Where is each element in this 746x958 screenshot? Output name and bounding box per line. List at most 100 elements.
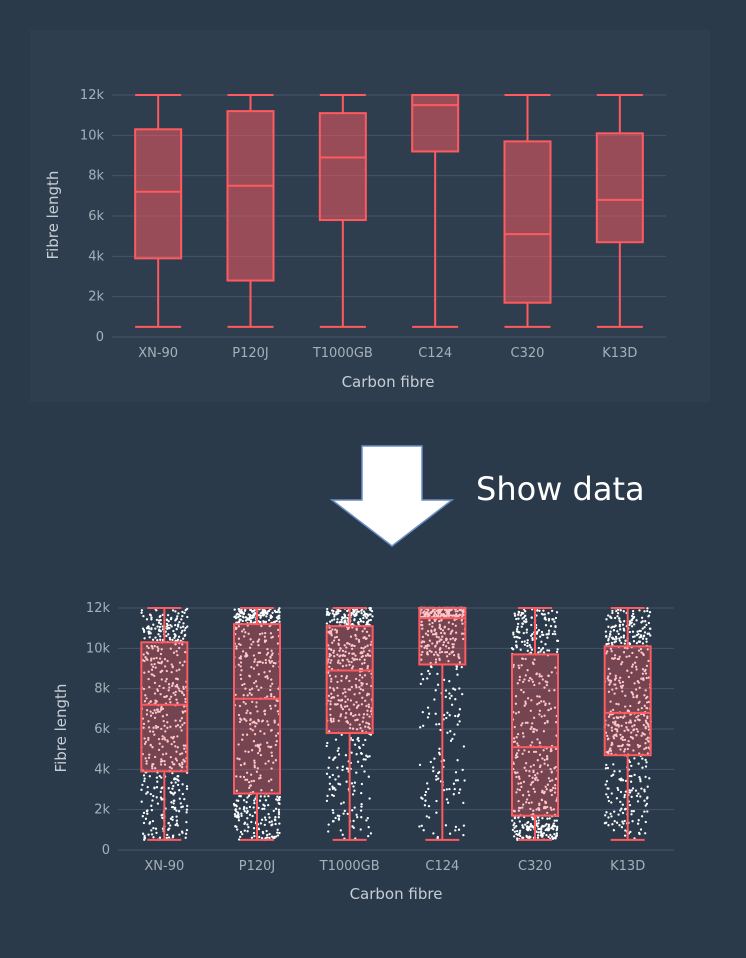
data-point (182, 637, 185, 640)
data-point (171, 609, 175, 612)
data-point (253, 766, 256, 769)
data-point (346, 812, 349, 816)
data-point (353, 619, 356, 622)
data-point (335, 610, 339, 613)
data-point (172, 793, 175, 796)
data-point (603, 822, 607, 825)
data-point (630, 614, 634, 618)
data-point (615, 609, 618, 613)
data-point (268, 836, 271, 840)
data-point (170, 736, 173, 739)
data-point (328, 686, 332, 689)
data-point (185, 828, 189, 832)
data-point (249, 773, 253, 776)
data-point (522, 836, 525, 839)
data-point (349, 635, 353, 638)
data-point (330, 680, 333, 683)
data-point (158, 625, 162, 629)
data-point (184, 609, 187, 612)
data-point (142, 614, 145, 618)
data-point (156, 649, 160, 652)
data-point (171, 787, 174, 790)
data-point (267, 794, 270, 798)
data-point (258, 633, 262, 636)
data-point (366, 666, 369, 670)
data-point (150, 663, 153, 666)
data-point (614, 624, 617, 627)
data-point (157, 737, 161, 741)
data-point (178, 661, 182, 664)
data-point (367, 693, 371, 696)
data-point (357, 610, 360, 613)
data-point (356, 760, 360, 763)
data-point (145, 651, 148, 654)
data-point (277, 687, 280, 690)
data-point (628, 791, 632, 794)
data-point (256, 767, 259, 770)
data-point (276, 834, 280, 837)
data-point (237, 743, 240, 746)
data-point (146, 791, 149, 794)
data-point (152, 826, 155, 830)
data-point (633, 623, 636, 626)
data-point (181, 783, 184, 786)
data-point (348, 708, 351, 711)
data-point (434, 644, 437, 647)
data-point (438, 722, 441, 726)
data-point (263, 804, 266, 807)
data-point (355, 813, 358, 816)
data-point (278, 614, 281, 617)
box-T1000GB (318, 94, 367, 328)
data-point (270, 660, 274, 663)
data-point (529, 823, 533, 826)
data-point (182, 622, 185, 625)
data-point (553, 825, 557, 828)
data-point (160, 648, 163, 651)
data-point (645, 623, 648, 627)
data-point (155, 609, 158, 612)
data-point (263, 807, 266, 810)
data-point (359, 620, 363, 623)
data-point (361, 676, 364, 679)
data-point (368, 797, 371, 800)
data-point (165, 677, 168, 681)
data-point (258, 799, 262, 802)
data-point (328, 674, 332, 677)
data-point (620, 826, 624, 829)
data-point (442, 713, 446, 717)
data-point (528, 644, 531, 647)
data-point (161, 715, 165, 718)
data-point (261, 661, 264, 664)
data-point (239, 673, 242, 677)
data-point (434, 658, 438, 661)
data-point (606, 796, 610, 799)
data-point (257, 719, 260, 723)
data-point (463, 779, 466, 782)
data-point (427, 816, 431, 819)
data-point (255, 685, 258, 688)
data-point (540, 612, 544, 616)
data-point (422, 724, 425, 727)
data-point (259, 753, 263, 757)
data-point (144, 740, 148, 744)
data-point (366, 713, 369, 716)
data-point (341, 649, 345, 653)
data-point (433, 619, 437, 623)
data-point (446, 801, 450, 804)
data-point (163, 736, 166, 739)
data-point (610, 616, 613, 620)
data-point (628, 803, 632, 807)
data-point (269, 614, 272, 617)
data-point (185, 811, 188, 814)
data-point (247, 750, 250, 754)
data-point (644, 620, 647, 623)
data-point (157, 629, 161, 632)
data-point (615, 637, 618, 640)
y-tick-label: 2k (94, 803, 110, 818)
iqr-box (511, 653, 559, 817)
data-point (367, 825, 370, 829)
data-point (540, 648, 543, 651)
data-point (245, 733, 249, 736)
data-point (275, 835, 278, 838)
data-point (638, 832, 641, 836)
